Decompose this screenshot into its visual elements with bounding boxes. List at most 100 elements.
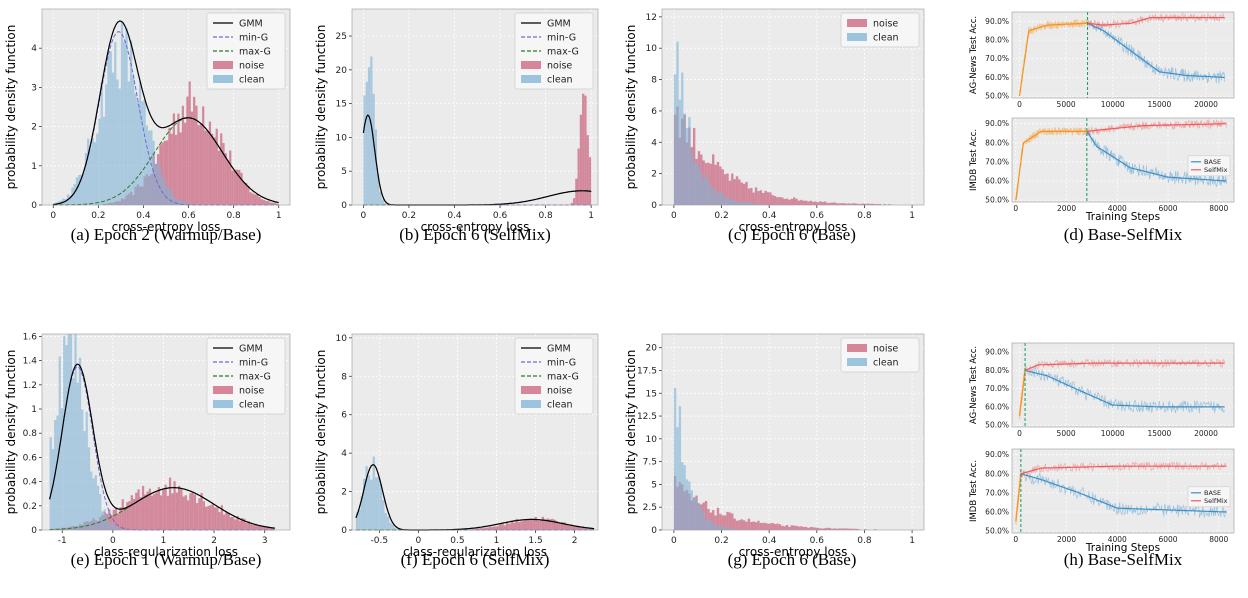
noise-bar <box>235 169 239 205</box>
clean-bar <box>358 509 361 530</box>
noise-bar <box>558 523 561 530</box>
chart-d_bottom: 0 2000 4000 6000 8000 50.0% 60.0% 70.0% 80.0% 90.… <box>969 117 1235 223</box>
noise-bar <box>150 495 154 530</box>
clean-bar <box>372 456 375 530</box>
legend-label: clean <box>873 33 899 44</box>
clean-bar <box>172 197 176 205</box>
noise-legend-swatch <box>847 19 867 27</box>
noise-bar <box>873 204 877 205</box>
clean-bar <box>690 490 693 530</box>
noise-bar <box>472 529 475 530</box>
noise-bar <box>186 96 189 205</box>
clean-bar <box>123 41 126 205</box>
clean-bar <box>90 471 93 530</box>
noise-bar <box>508 523 511 530</box>
noise-bar <box>258 197 261 205</box>
noise-bar <box>567 525 571 530</box>
noise-bar <box>175 134 178 205</box>
legend-box <box>206 12 286 90</box>
noise-bar <box>731 513 734 530</box>
noise-bar <box>560 522 564 530</box>
x-tick-label: 2 <box>572 536 578 546</box>
caption-f: (f) Epoch 6 (SelfMix) <box>401 550 550 569</box>
noise-bar <box>135 492 138 530</box>
clean-bar <box>108 522 111 530</box>
legend-label: clean <box>239 400 265 411</box>
noise-bar <box>517 521 521 530</box>
x-axis-label: Training Steps <box>1085 211 1160 223</box>
clean-bar <box>365 466 368 530</box>
legend-label: SelfMix <box>1204 497 1228 505</box>
clean-bar <box>762 203 765 205</box>
noise-bar <box>184 122 187 205</box>
y-tick-label: 3 <box>31 83 37 93</box>
legend-label: max-G <box>239 47 271 58</box>
noise-bar <box>231 170 234 205</box>
noise-bar <box>168 477 172 530</box>
noise-bar <box>536 520 540 530</box>
noise-bar <box>204 506 208 530</box>
noise-bar <box>555 521 559 530</box>
x-tick-label: 6000 <box>1158 535 1177 544</box>
noise-bar <box>551 518 554 530</box>
clean-bar <box>107 54 110 205</box>
clean-bar <box>690 152 693 205</box>
noise-bar <box>218 512 221 530</box>
noise-bar <box>821 201 824 205</box>
clean-bar <box>120 21 124 205</box>
clean-bar <box>759 204 763 205</box>
noise-bar <box>586 528 590 530</box>
noise-bar <box>821 528 824 530</box>
y-tick-label: 80.0% <box>985 366 1009 375</box>
noise-bar <box>866 203 870 205</box>
clean-histogram <box>53 21 194 206</box>
noise-bar <box>750 522 753 530</box>
noise-bar <box>714 164 717 205</box>
noise-bar <box>859 203 863 205</box>
legend-label: clean <box>873 358 899 369</box>
noise-bar <box>577 526 580 530</box>
legend: GMM min-G max-G noise clean <box>206 12 286 90</box>
clean-bar <box>688 481 691 530</box>
clean-bar <box>78 174 81 205</box>
noise-bar <box>843 203 846 205</box>
x-tick-label: 4000 <box>1108 535 1127 544</box>
x-tick-label: 3 <box>262 536 268 546</box>
noise-bar <box>819 528 822 530</box>
clean-bar <box>85 411 88 530</box>
gmm-line <box>49 363 275 529</box>
legend: noise clean <box>840 12 920 48</box>
noise-bar <box>479 528 483 530</box>
clean-bar <box>365 81 368 205</box>
legend: GMM min-G max-G noise clean <box>514 337 594 415</box>
noise-bar <box>589 528 592 530</box>
noise-bar <box>814 527 817 530</box>
x-tick-label: 1 <box>909 211 915 221</box>
noise-bar <box>202 106 205 205</box>
legend-label: max-G <box>547 47 579 58</box>
noise-bar <box>795 198 798 205</box>
x-tick-label: 0.6 <box>181 211 196 221</box>
noise-bar <box>878 204 882 205</box>
noise-bar <box>213 137 216 205</box>
clean-bar <box>99 493 102 530</box>
clean-bar <box>709 520 713 530</box>
clean-bar <box>367 67 371 205</box>
noise-bar <box>712 154 715 205</box>
clean-bar <box>681 72 684 205</box>
noise-bar <box>579 114 583 205</box>
y-tick-label: 70.0% <box>985 384 1009 393</box>
noise-bar <box>119 507 122 530</box>
noise-bar <box>148 488 151 530</box>
noise-bar <box>269 202 272 205</box>
clean-legend-swatch <box>213 400 233 408</box>
noise-bar <box>229 517 233 530</box>
noise-bar <box>200 492 203 530</box>
noise-bar <box>788 526 791 530</box>
clean-bar <box>188 203 191 205</box>
y-tick-label: 0.8 <box>23 429 38 439</box>
clean-bar <box>92 478 95 530</box>
gmm-line <box>53 20 279 206</box>
noise-bar <box>553 519 556 530</box>
